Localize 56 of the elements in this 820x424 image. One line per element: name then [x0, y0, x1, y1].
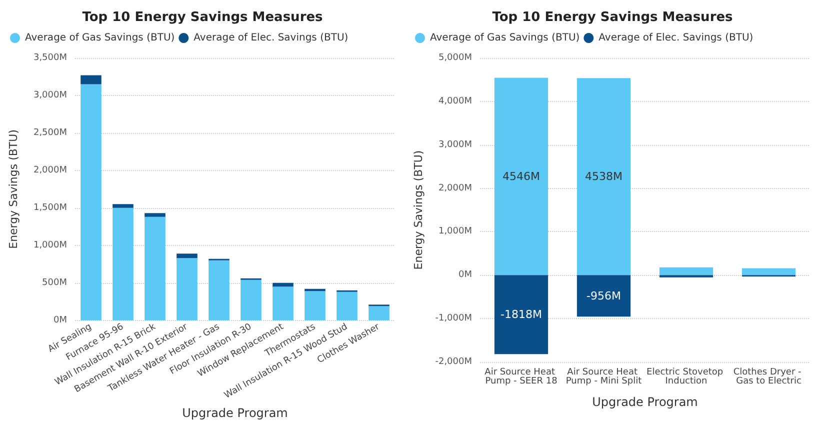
bar	[176, 254, 198, 258]
data-label: -1818M	[500, 308, 542, 322]
y-axis-title: Energy Savings (BTU)	[7, 130, 20, 249]
bar	[144, 213, 166, 217]
x-tick-label: Air Source Heat Pump - SEER 18	[484, 368, 558, 386]
legend-label: Average of Elec. Savings (BTU)	[598, 32, 754, 44]
y-tick-label: 1,000M	[438, 226, 472, 237]
bar	[304, 288, 326, 292]
y-tick-label: 1,500M	[33, 202, 67, 213]
bar	[368, 306, 390, 320]
y-tick-label: 3,000M	[33, 90, 67, 100]
bar	[144, 216, 166, 320]
bar	[494, 275, 548, 354]
x-axis-title: Upgrade Program	[182, 406, 288, 420]
bar	[272, 286, 294, 320]
bar	[80, 75, 102, 84]
bar	[336, 292, 358, 320]
x-axis-title: Upgrade Program	[592, 395, 698, 409]
x-tick-label: Electric Stovetop Induction	[646, 368, 726, 386]
y-tick-label: 2,500M	[33, 128, 67, 138]
y-tick-label: 3,000M	[438, 140, 472, 150]
bar	[659, 267, 714, 276]
y-tick-label: 1,000M	[33, 240, 67, 250]
y-tick-label: 4,000M	[438, 96, 472, 106]
y-tick-label: 0M	[54, 315, 67, 326]
y-tick-label: -2,000M	[435, 357, 472, 367]
data-label: 4538M	[585, 170, 622, 184]
data-label: 4546M	[502, 170, 540, 183]
x-tick-label: Clothes Dryer - Gas to Electric	[733, 368, 804, 386]
y-tick-label: 3,500M	[33, 53, 67, 63]
chart-title: Top 10 Energy Savings Measures	[82, 10, 324, 25]
y-tick-label: 2,000M	[33, 165, 67, 176]
bar	[494, 78, 548, 276]
bar	[176, 258, 198, 320]
bar	[112, 208, 134, 320]
bar	[576, 275, 631, 317]
bar	[304, 291, 326, 320]
y-axis-title: Energy Savings (BTU)	[412, 150, 425, 270]
bar	[208, 260, 230, 320]
bar	[240, 280, 262, 320]
legend-label: Average of Elec. Savings (BTU)	[194, 32, 348, 44]
y-tick-label: -1,000M	[435, 314, 472, 324]
y-tick-label: 5,000M	[438, 53, 472, 63]
y-tick-label: 0M	[458, 270, 472, 280]
y-tick-label: 500M	[42, 278, 67, 288]
bar	[112, 204, 134, 208]
x-tick-label: Air Source Heat Pump - Mini Split	[566, 368, 642, 386]
legend-label: Average of Gas Savings (BTU)	[25, 32, 175, 44]
bar	[742, 268, 796, 276]
legend-label: Average of Gas Savings (BTU)	[430, 32, 580, 44]
y-tick-label: 2,000M	[438, 183, 472, 194]
bar	[576, 78, 631, 276]
bar	[272, 282, 294, 287]
bar	[80, 84, 102, 320]
data-label: -956M	[586, 289, 621, 302]
chart-title: Top 10 Energy Savings Measures	[492, 10, 734, 25]
